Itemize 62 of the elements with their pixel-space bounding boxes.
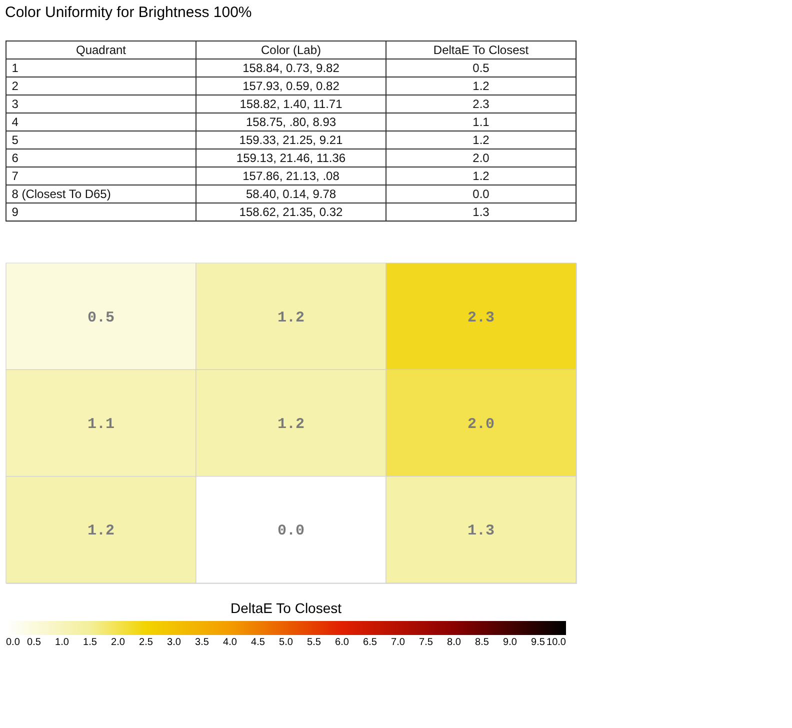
color-bar-title: DeltaE To Closest xyxy=(230,600,342,616)
color-bar-label: 2.5 xyxy=(139,637,154,648)
color-bar-label: 4.0 xyxy=(223,637,238,648)
text: 1.3 xyxy=(472,205,490,219)
text: 159.13, 21.46, 11.36 xyxy=(236,151,346,165)
data-label: 2.0 xyxy=(467,416,495,433)
text: 1 xyxy=(12,61,19,75)
text: 158.75, .80, 8.93 xyxy=(246,115,336,129)
text: 0.5 xyxy=(472,61,490,75)
text: 1.2 xyxy=(472,169,490,183)
text: 2.0 xyxy=(472,151,490,165)
color-bar-label: 3.5 xyxy=(195,637,210,648)
text: 8 (Closest To D65) xyxy=(12,187,111,201)
text: 159.33, 21.25, 9.21 xyxy=(239,133,344,147)
text: 9 xyxy=(12,205,19,219)
data-label: 1.2 xyxy=(277,416,305,433)
text: 58.40, 0.14, 9.78 xyxy=(246,187,336,201)
text: 157.86, 21.13, .08 xyxy=(242,169,340,183)
color-bar-label: 8.5 xyxy=(475,637,490,648)
text: Color Uniformity for Brightness 100% xyxy=(5,4,252,21)
color-bar-label: 5.0 xyxy=(279,637,294,648)
color-bar-label: 7.5 xyxy=(419,637,434,648)
color-bar-label: 7.0 xyxy=(391,637,406,648)
category-label: Color (Lab) xyxy=(260,43,322,57)
color-bar-label: 9.5 xyxy=(531,637,546,648)
text: 158.84, 0.73, 9.82 xyxy=(242,61,340,75)
color-bar-label: 2.0 xyxy=(111,637,126,648)
data-label: 0.5 xyxy=(87,309,115,326)
text: 0.0 xyxy=(472,187,490,201)
data-label: 1.3 xyxy=(467,522,495,540)
color-bar-label: 0.0 xyxy=(6,637,20,648)
text: 158.62, 21.35, 0.32 xyxy=(239,205,344,219)
data-label: 0.0 xyxy=(277,522,305,540)
data-label: 1.1 xyxy=(87,416,115,433)
text: 2 xyxy=(12,79,19,93)
category-label: DeltaE To Closest xyxy=(433,43,530,57)
text: 1.2 xyxy=(472,79,490,93)
color-bar-label: 6.0 xyxy=(335,637,350,648)
color-bar-label: 9.0 xyxy=(503,637,518,648)
text: 1.1 xyxy=(472,115,490,129)
data-label: 1.2 xyxy=(87,522,115,540)
color-bar-label: 6.5 xyxy=(363,637,378,648)
text: 1.2 xyxy=(472,133,490,147)
text: 4 xyxy=(12,115,19,129)
data-label: 1.2 xyxy=(277,309,305,326)
text: 157.93, 0.59, 0.82 xyxy=(242,79,340,93)
text: 5 xyxy=(12,133,19,147)
color-bar-label: 10.0 xyxy=(546,637,566,648)
category-label: Quadrant xyxy=(76,43,127,57)
text: 2.3 xyxy=(472,97,490,111)
text: 6 xyxy=(12,151,19,165)
text: 7 xyxy=(12,169,19,183)
color-bar-label: 8.0 xyxy=(447,637,462,648)
text: 158.82, 1.40, 11.71 xyxy=(240,97,343,111)
text: 3 xyxy=(12,97,19,111)
color-bar-label: 3.0 xyxy=(167,637,182,648)
color-bar-label: 0.5 xyxy=(27,637,42,648)
color-bar-label: 5.5 xyxy=(307,637,322,648)
color-bar-label: 1.0 xyxy=(55,637,70,648)
data-label: 2.3 xyxy=(467,309,495,326)
color-bar-label: 4.5 xyxy=(251,637,266,648)
color-bar-label: 1.5 xyxy=(83,637,98,648)
